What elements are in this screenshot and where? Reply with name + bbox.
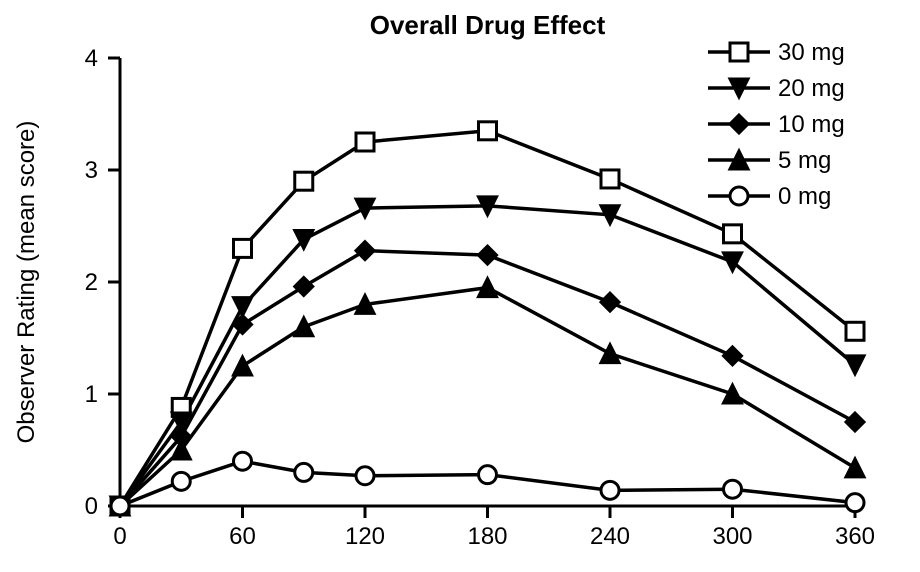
chart-container: Overall Drug Effect Observer Rating (mean… [0, 0, 920, 572]
series-marker [724, 480, 742, 498]
series-marker [172, 472, 190, 490]
series-marker [234, 239, 252, 257]
series-marker [479, 466, 497, 484]
y-tick-label: 3 [85, 157, 98, 184]
series-marker [234, 452, 252, 470]
series-marker [111, 497, 129, 515]
legend-label: 5 mg [778, 147, 831, 174]
series-marker [846, 494, 864, 512]
x-tick-label: 60 [229, 523, 256, 550]
x-tick-label: 360 [835, 523, 875, 550]
legend-marker-icon [730, 187, 748, 205]
y-tick-label: 0 [85, 493, 98, 520]
x-tick-label: 300 [712, 523, 752, 550]
series-marker [724, 225, 742, 243]
x-tick-label: 180 [467, 523, 507, 550]
x-tick-label: 240 [590, 523, 630, 550]
series-marker [295, 463, 313, 481]
series-marker [356, 467, 374, 485]
y-tick-label: 1 [85, 381, 98, 408]
legend-marker-icon [730, 43, 748, 61]
series-marker [846, 322, 864, 340]
series-marker [601, 481, 619, 499]
series-marker [601, 170, 619, 188]
legend-label: 30 mg [778, 39, 845, 66]
series-marker [295, 172, 313, 190]
x-tick-label: 120 [345, 523, 385, 550]
series-marker [356, 133, 374, 151]
legend-label: 0 mg [778, 183, 831, 210]
legend-label: 10 mg [778, 111, 845, 138]
series-marker [479, 122, 497, 140]
x-tick-label: 0 [113, 523, 126, 550]
legend-label: 20 mg [778, 75, 845, 102]
y-tick-label: 4 [85, 45, 98, 72]
y-axis-label: Observer Rating (mean score) [13, 121, 40, 444]
y-tick-label: 2 [85, 269, 98, 296]
chart-title: Overall Drug Effect [370, 10, 606, 40]
chart-svg: Overall Drug Effect Observer Rating (mean… [0, 0, 920, 572]
